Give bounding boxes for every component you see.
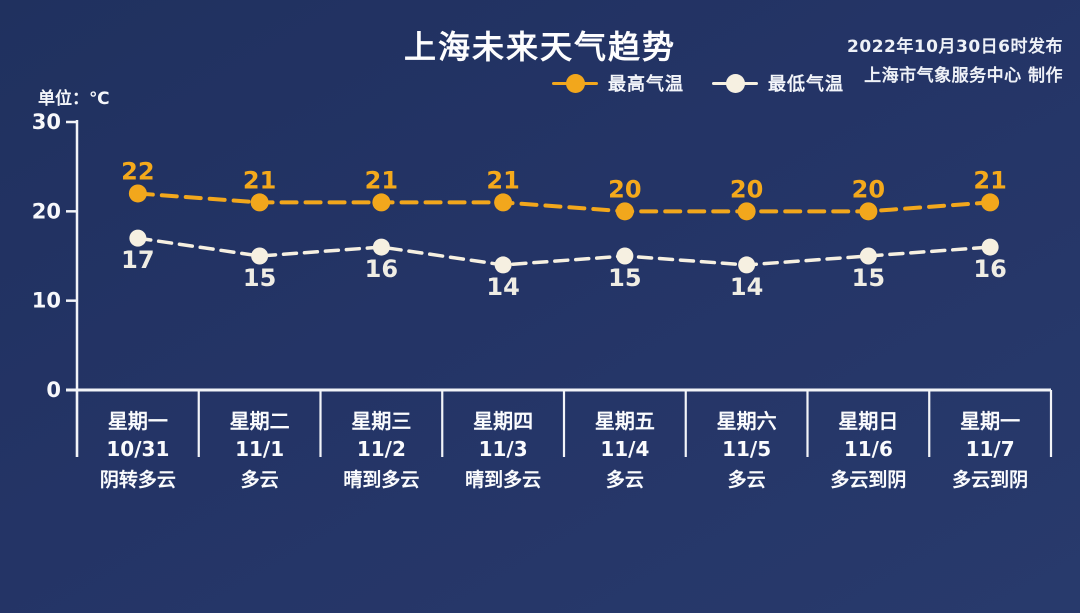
publish-date: 2022年10月30日6时发布 [847,37,1063,57]
min-temp-point [251,247,269,265]
y-tick-label: 20 [32,199,61,223]
min-temp-value-label: 16 [973,255,1006,283]
min-temp-value-label: 14 [730,273,763,301]
min-temp-value-label: 17 [121,246,154,274]
min-temp-point [616,247,634,265]
date-label: 11/7 [966,437,1015,461]
weather-label: 阴转多云 [100,468,176,491]
min-temp-value-label: 15 [243,264,276,292]
max-temp-point [128,184,147,203]
y-tick-label: 30 [32,110,61,134]
min-temp-point [738,256,756,274]
max-temp-point [859,202,878,221]
weather-label: 多云 [241,468,279,491]
weekday-label: 星期一 [960,409,1020,433]
weather-label: 晴到多云 [465,468,541,491]
weather-label: 晴到多云 [343,468,419,491]
min-temp-point [859,247,877,265]
date-label: 11/2 [357,437,406,461]
min-temp-line [136,236,992,267]
max-temp-value-label: 22 [121,157,154,185]
max-temp-value-label: 20 [852,175,885,203]
weekday-label: 星期六 [717,409,777,433]
max-temp-value-label: 21 [486,166,519,194]
legend-item-min-temp: 最低气温 [712,70,844,96]
max-temp-legend-marker [552,72,598,94]
max-temp-point [372,193,391,212]
weekday-label: 星期四 [473,409,533,433]
date-label: 11/4 [600,437,649,461]
chart-legend: 最高气温 最低气温 [552,70,844,96]
page-title: 上海未来天气趋势 [403,28,676,66]
min-temp-point [981,238,999,256]
max-temp-point [615,202,634,221]
date-label: 11/1 [235,437,284,461]
max-temp-value-label: 20 [730,175,763,203]
weekday-label: 星期五 [595,409,655,433]
max-temp-line [135,191,993,214]
legend-item-max-temp: 最高气温 [552,70,684,96]
weekday-label: 星期一 [108,409,168,433]
weekday-label: 星期二 [230,409,290,433]
date-label: 11/5 [722,437,771,461]
max-temp-point [250,193,269,212]
date-label: 11/6 [844,437,893,461]
weather-label: 多云 [728,468,766,491]
max-temp-point [737,202,756,221]
min-temp-value-label: 15 [852,264,885,292]
max-temp-value-label: 21 [365,166,398,194]
legend-label-min-temp: 最低气温 [768,74,844,95]
min-temp-point [372,238,390,256]
max-temp-point [494,193,513,212]
legend-label-max-temp: 最高气温 [608,74,684,95]
weekday-label: 星期三 [351,409,411,433]
weather-label: 多云 [606,468,644,491]
min-temp-value-label: 15 [608,264,641,292]
min-temp-point [494,256,512,274]
date-label: 11/3 [479,437,528,461]
y-tick-label: 0 [46,378,61,402]
weekday-label: 星期日 [838,409,898,433]
max-temp-value-label: 21 [243,166,276,194]
min-temp-legend-marker [712,72,758,94]
max-temp-value-label: 20 [608,175,641,203]
max-temp-value-label: 21 [973,166,1006,194]
y-tick-label: 10 [32,289,61,313]
publish-info: 2022年10月30日6时发布 上海市气象服务中心 制作 [847,33,1063,91]
weather-label: 多云到阴 [830,468,906,491]
publisher: 上海市气象服务中心 制作 [864,66,1063,86]
min-temp-value-label: 14 [486,273,519,301]
unit-label: 单位：℃ [38,89,110,109]
min-temp-point [129,229,147,247]
date-label: 10/31 [106,437,169,461]
weather-label: 多云到阴 [952,468,1028,491]
min-temp-value-label: 16 [365,255,398,283]
max-temp-point [981,193,1000,212]
